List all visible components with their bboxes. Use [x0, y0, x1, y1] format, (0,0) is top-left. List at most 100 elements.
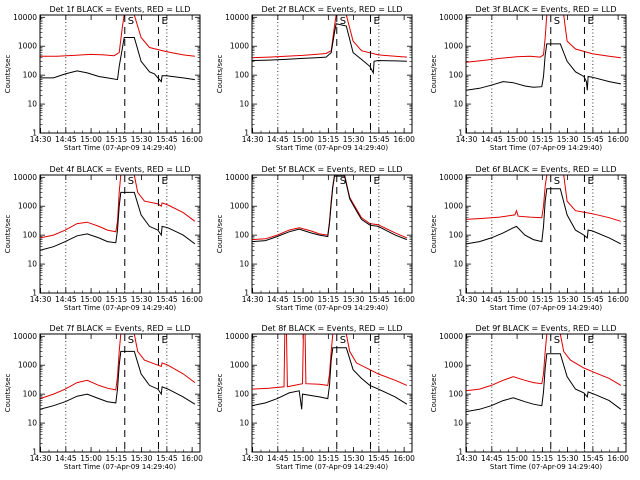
events-series-line	[466, 188, 622, 245]
x-tick-label: 15:30	[557, 135, 579, 144]
y-tick-label: 10000	[225, 332, 249, 341]
x-tick-label: 14:45	[267, 135, 289, 144]
plot-frame	[465, 174, 627, 294]
plot-frame	[465, 14, 627, 134]
y-axis-label: Counts/sec	[430, 55, 438, 94]
interval-marker-label: S	[340, 176, 346, 187]
panel-title: Det 3f BLACK = Events, RED = LLD	[475, 5, 616, 14]
x-axis-label: Start Time (07-Apr-09 14:29:40)	[490, 144, 602, 152]
y-tick-label: 1	[458, 129, 463, 138]
interval-marker-label: S	[340, 16, 346, 27]
y-tick-label: 1000	[230, 42, 249, 51]
detector-panel: Det 7f BLACK = Events, RED = LLD Counts/s…	[4, 324, 203, 471]
y-tick-label: 1000	[230, 361, 249, 370]
interval-marker-label: E	[161, 335, 167, 346]
x-tick-label: 15:45	[156, 135, 178, 144]
x-tick-label: 14:30	[30, 295, 52, 304]
y-tick-label: 1000	[230, 202, 249, 211]
x-tick-label: 14:45	[55, 295, 77, 304]
lld-series-line	[466, 175, 622, 222]
y-tick-label: 1	[458, 289, 463, 298]
x-tick-label: 14:30	[30, 454, 52, 463]
detector-panel: Det 9f BLACK = Events, RED = LLD Counts/s…	[430, 324, 629, 471]
y-tick-label: 10000	[13, 13, 37, 22]
y-tick-label: 10	[27, 100, 37, 109]
y-tick-label: 1	[32, 289, 37, 298]
y-tick-label: 1	[244, 129, 249, 138]
x-tick-label: 15:00	[292, 135, 314, 144]
x-axis-label: Start Time (07-Apr-09 14:29:40)	[490, 304, 602, 312]
plot-frame	[251, 14, 413, 134]
x-tick-label: 15:45	[368, 454, 390, 463]
x-tick-label: 15:30	[343, 135, 365, 144]
y-axis-label: Counts/sec	[4, 215, 12, 254]
x-tick-label: 16:00	[607, 454, 629, 463]
y-tick-label: 10	[453, 419, 463, 428]
events-series-line	[40, 191, 196, 251]
x-tick-label: 15:45	[582, 454, 604, 463]
interval-marker-label: S	[128, 335, 134, 346]
x-tick-label: 15:30	[131, 295, 153, 304]
x-tick-label: 15:45	[368, 135, 390, 144]
y-tick-label: 1000	[444, 202, 463, 211]
y-tick-label: 100	[449, 390, 464, 399]
y-tick-label: 100	[449, 71, 464, 80]
lld-series-line	[252, 334, 408, 390]
x-tick-label: 14:30	[242, 135, 264, 144]
plot-frame	[465, 333, 627, 453]
detector-panel: Det 1f BLACK = Events, RED = LLD Counts/s…	[4, 5, 203, 152]
y-tick-label: 10	[239, 260, 249, 269]
y-axis-label: Counts/sec	[430, 374, 438, 413]
x-tick-label: 14:45	[481, 295, 503, 304]
x-tick-label: 15:00	[80, 135, 102, 144]
x-tick-label: 14:30	[242, 454, 264, 463]
x-tick-label: 14:30	[456, 295, 478, 304]
x-tick-label: 16:00	[181, 135, 203, 144]
x-tick-label: 16:00	[393, 135, 415, 144]
y-tick-label: 100	[23, 231, 38, 240]
y-axis-label: Counts/sec	[4, 374, 12, 413]
x-tick-label: 15:00	[292, 454, 314, 463]
x-tick-label: 16:00	[181, 454, 203, 463]
x-tick-label: 15:30	[131, 135, 153, 144]
x-tick-label: 15:30	[131, 454, 153, 463]
lld-series-line	[252, 175, 408, 241]
x-tick-label: 14:30	[456, 454, 478, 463]
plot-frame	[39, 333, 201, 453]
y-tick-label: 100	[23, 71, 38, 80]
lld-series-line	[466, 334, 622, 392]
events-series-line	[40, 350, 196, 410]
y-tick-label: 1000	[18, 42, 37, 51]
y-tick-label: 100	[235, 71, 250, 80]
x-tick-label: 15:15	[106, 135, 128, 144]
x-tick-label: 15:45	[582, 135, 604, 144]
events-series-line	[252, 175, 408, 243]
x-tick-label: 15:45	[156, 295, 178, 304]
panel-title: Det 2f BLACK = Events, RED = LLD	[261, 5, 402, 14]
interval-marker-label: S	[554, 335, 560, 346]
x-tick-label: 15:15	[106, 295, 128, 304]
x-tick-label: 15:00	[80, 454, 102, 463]
lld-series-line	[252, 15, 407, 59]
interval-marker-label: E	[373, 335, 379, 346]
x-tick-label: 15:30	[557, 295, 579, 304]
panel-title: Det 9f BLACK = Events, RED = LLD	[475, 324, 616, 333]
y-tick-label: 1	[244, 448, 249, 457]
interval-marker-label: E	[587, 16, 593, 27]
panel-title: Det 5f BLACK = Events, RED = LLD	[261, 165, 402, 174]
x-tick-label: 15:45	[582, 295, 604, 304]
detector-panel: Det 3f BLACK = Events, RED = LLD Counts/s…	[430, 5, 629, 152]
y-axis-label: Counts/sec	[216, 374, 224, 413]
panel-title: Det 7f BLACK = Events, RED = LLD	[49, 324, 190, 333]
interval-marker-label: S	[128, 16, 134, 27]
panel-title: Det 8f BLACK = Events, RED = LLD	[261, 324, 402, 333]
x-axis-label: Start Time (07-Apr-09 14:29:40)	[276, 144, 388, 152]
y-axis-label: Counts/sec	[216, 215, 224, 254]
panel-title: Det 4f BLACK = Events, RED = LLD	[49, 165, 190, 174]
x-tick-label: 15:15	[532, 135, 554, 144]
detector-panel: Det 6f BLACK = Events, RED = LLD Counts/s…	[430, 165, 629, 312]
panel-title: Det 6f BLACK = Events, RED = LLD	[475, 165, 616, 174]
y-tick-label: 10	[239, 419, 249, 428]
x-tick-label: 15:00	[80, 295, 102, 304]
